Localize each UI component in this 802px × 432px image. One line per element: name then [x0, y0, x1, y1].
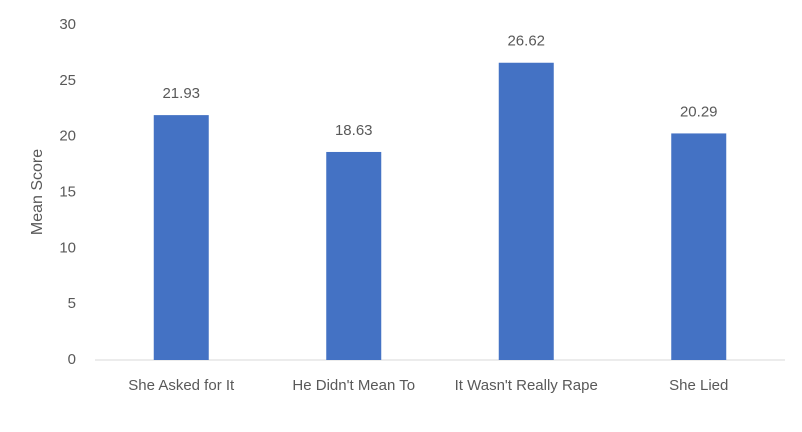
y-tick-label: 15 [59, 183, 76, 200]
data-label: 20.29 [680, 103, 718, 120]
x-tick-label: She Asked for It [128, 377, 235, 394]
y-axis-label: Mean Score [29, 149, 46, 235]
y-tick-label: 20 [59, 128, 76, 145]
bar [326, 151, 382, 360]
bar [671, 133, 727, 360]
y-tick-label: 25 [59, 72, 76, 89]
bar [498, 62, 554, 360]
x-tick-label: He Didn't Mean To [292, 377, 416, 394]
bar [153, 115, 209, 361]
data-label: 26.62 [507, 33, 545, 50]
y-tick-label: 0 [68, 351, 76, 368]
x-tick-label: She Lied [669, 377, 729, 394]
x-tick-label: It Wasn't Really Rape [454, 377, 598, 394]
data-label: 18.63 [335, 122, 373, 139]
data-label: 21.93 [162, 85, 200, 102]
y-tick-label: 5 [68, 295, 76, 312]
y-tick-label: 10 [59, 239, 76, 256]
y-tick-label: 30 [59, 16, 76, 33]
